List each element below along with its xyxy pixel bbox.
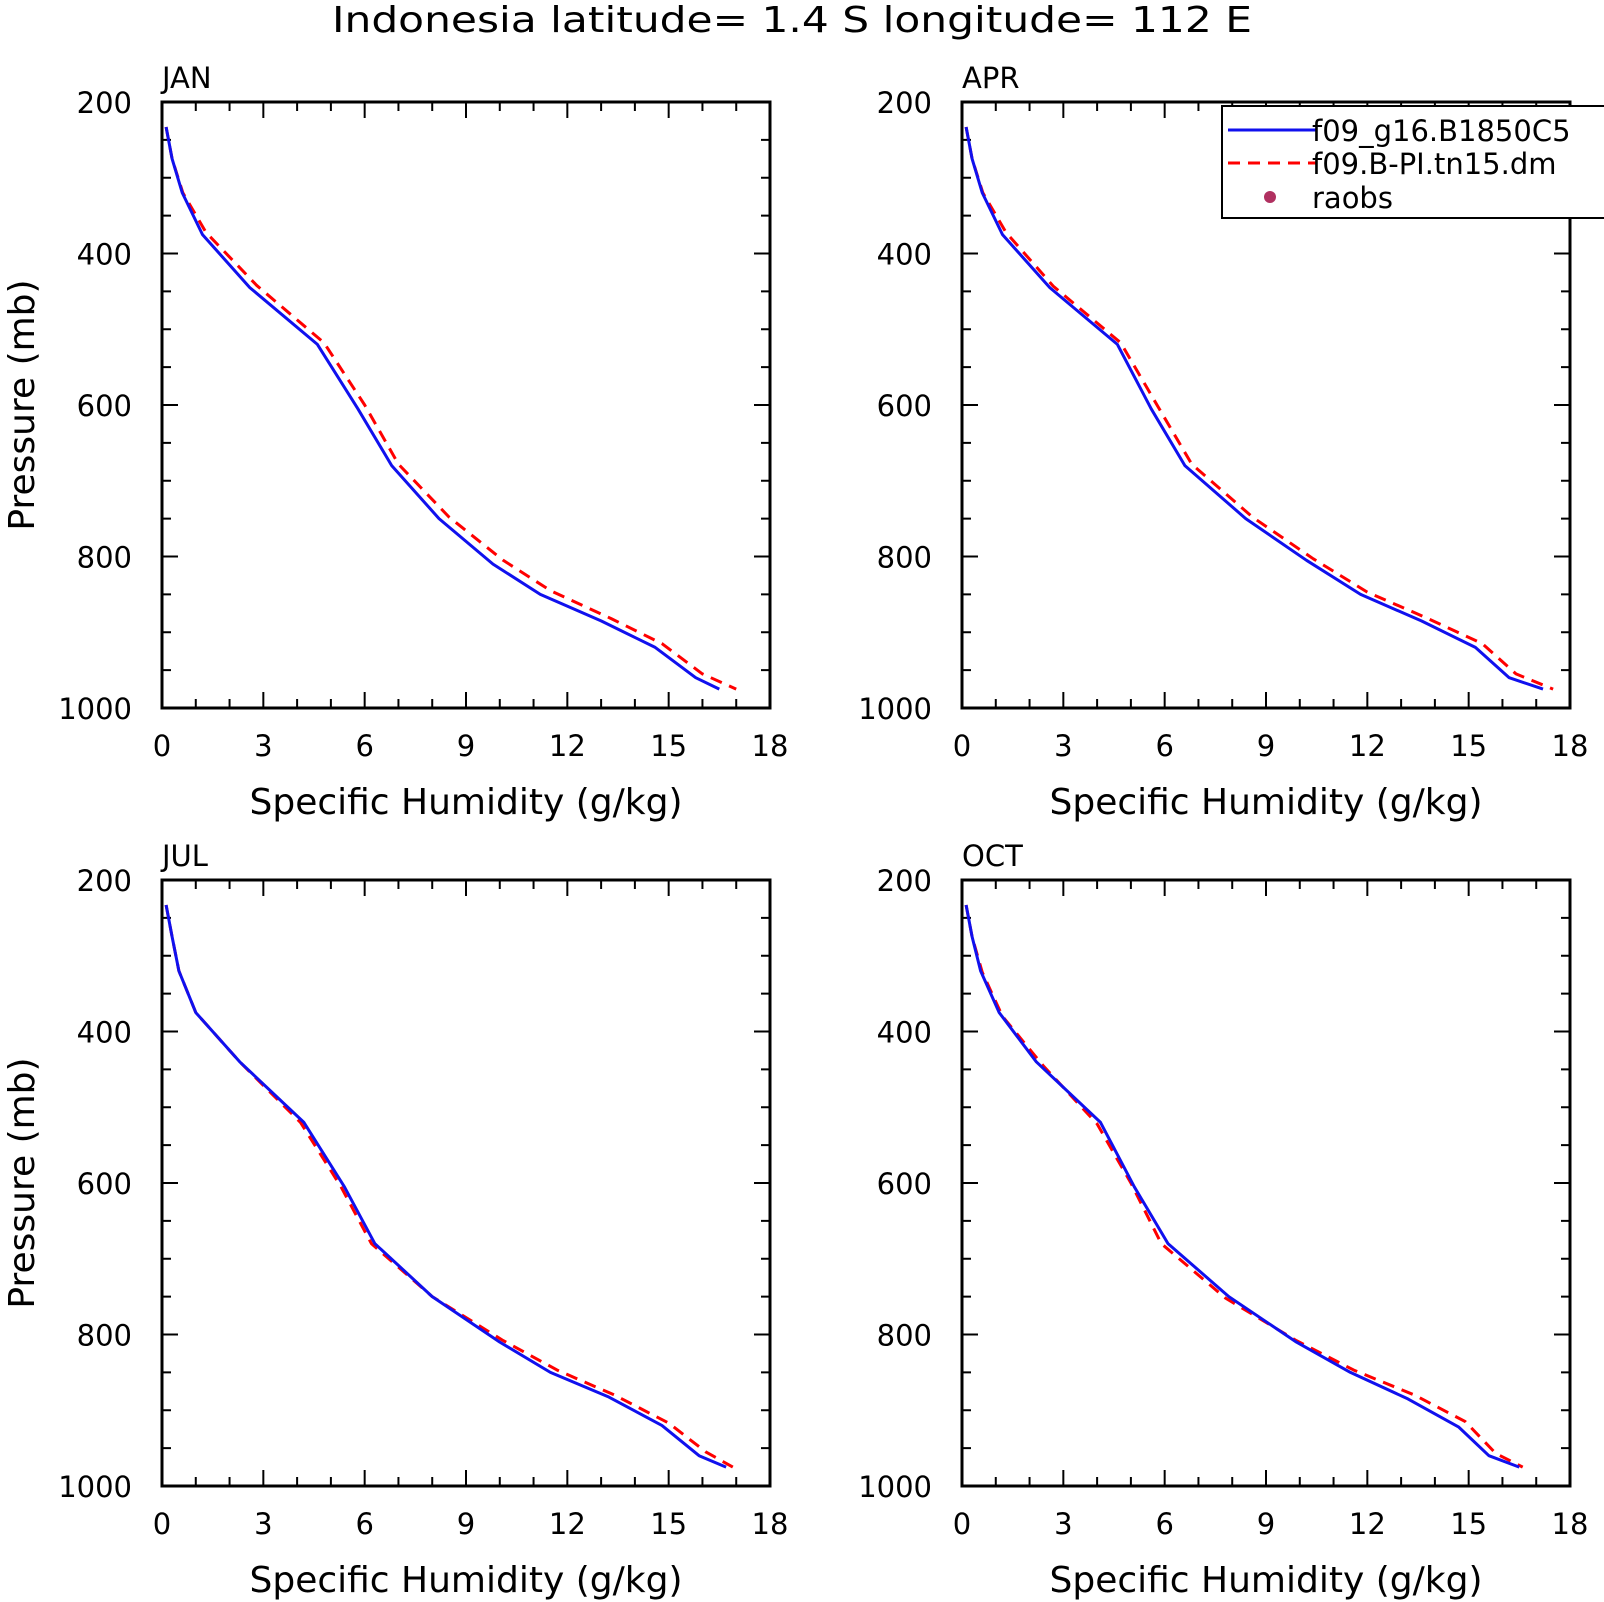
- y-tick-label: 800: [77, 541, 132, 575]
- plot-frame: [960, 878, 1572, 1488]
- plot-frame: [160, 878, 772, 1488]
- y-tick-label: 1000: [858, 692, 932, 726]
- x-tick-label: 6: [1155, 729, 1173, 763]
- panel-jul: 0 3 6 9 12 15 18 200 400 600 800 1000 JUL Specific Hu…: [2, 839, 788, 1601]
- x-tick-label: 18: [1552, 729, 1589, 763]
- x-tick-label: 0: [953, 729, 971, 763]
- series-line-f09-g16-b1850c5: [164, 126, 720, 691]
- panel-apr: 0 3 6 9 12 15 18 200 400 600 800 1000 APR Specific Hu…: [858, 61, 1588, 823]
- x-axis-label: Specific Humidity (g/kg): [1049, 1560, 1482, 1601]
- x-tick-label: 18: [752, 1507, 789, 1541]
- x-tick-label: 3: [254, 729, 272, 763]
- series-group: [964, 904, 1524, 1469]
- y-tick-label: 200: [77, 86, 132, 120]
- series-line-f09-b-pi-tn15-dm: [964, 904, 1524, 1469]
- y-tick-label: 600: [877, 1167, 932, 1201]
- y-tick-label: 400: [77, 1016, 132, 1050]
- x-tick-label: 12: [1349, 729, 1386, 763]
- x-tick-label: 15: [1450, 1507, 1487, 1541]
- legend-label: f09.B-PI.tn15.dm: [1312, 147, 1556, 181]
- x-tick-label: 12: [549, 729, 586, 763]
- x-tick-label: 6: [1155, 1507, 1173, 1541]
- x-tick-label: 3: [1054, 729, 1072, 763]
- series-line-f09-g16-b1850c5: [964, 904, 1520, 1469]
- panel-label: OCT: [962, 839, 1023, 873]
- series-group: [964, 126, 1554, 691]
- y-tick-label: 800: [77, 1319, 132, 1353]
- x-tick-label: 15: [650, 729, 687, 763]
- x-tick-label: 18: [1552, 1507, 1589, 1541]
- x-tick-label: 0: [153, 729, 171, 763]
- series-line-f09-b-pi-tn15-dm: [164, 126, 737, 691]
- panel-label: JUL: [160, 839, 208, 873]
- y-tick-label: 800: [877, 1319, 932, 1353]
- x-tick-label: 3: [1054, 1507, 1072, 1541]
- legend-label: raobs: [1312, 181, 1393, 215]
- x-tick-label: 0: [153, 1507, 171, 1541]
- series-line-f09-g16-b1850c5: [964, 126, 1544, 691]
- y-tick-label: 600: [77, 389, 132, 423]
- x-axis-label: Specific Humidity (g/kg): [249, 1560, 682, 1601]
- x-axis-label: Specific Humidity (g/kg): [249, 782, 682, 823]
- panel-label: APR: [962, 61, 1019, 95]
- series-group: [164, 904, 734, 1469]
- y-tick-label: 600: [77, 1167, 132, 1201]
- plot-frame: [160, 100, 772, 710]
- legend-box: [1221, 105, 1604, 219]
- panel-jan: 0 3 6 9 12 15 18 200 400 600 800 1000 JAN Specific Hu…: [2, 61, 788, 823]
- x-tick-label: 9: [1257, 729, 1275, 763]
- y-tick-label: 1000: [58, 1470, 132, 1504]
- x-tick-label: 3: [254, 1507, 272, 1541]
- y-tick-label: 800: [877, 541, 932, 575]
- series-line-f09-g16-b1850c5: [164, 904, 727, 1469]
- x-tick-label: 15: [1450, 729, 1487, 763]
- y-tick-label: 400: [877, 1016, 932, 1050]
- y-axis-label: Pressure (mb): [2, 279, 43, 530]
- x-tick-label: 12: [549, 1507, 586, 1541]
- x-axis-label: Specific Humidity (g/kg): [1049, 782, 1482, 823]
- x-tick-label: 0: [953, 1507, 971, 1541]
- panel-label: JAN: [160, 61, 212, 95]
- y-tick-label: 200: [877, 864, 932, 898]
- y-tick-label: 1000: [858, 1470, 932, 1504]
- y-tick-label: 400: [77, 238, 132, 272]
- x-tick-label: 9: [457, 729, 475, 763]
- x-tick-label: 9: [1257, 1507, 1275, 1541]
- x-tick-label: 15: [650, 1507, 687, 1541]
- series-line-f09-b-pi-tn15-dm: [164, 904, 734, 1469]
- x-tick-label: 18: [752, 729, 789, 763]
- series-line-f09-b-pi-tn15-dm: [964, 126, 1554, 691]
- legend-label: f09_g16.B1850C5: [1312, 114, 1571, 148]
- series-group: [164, 126, 737, 691]
- y-tick-label: 200: [77, 864, 132, 898]
- panel-oct: 0 3 6 9 12 15 18 200 400 600 800 1000 OCT Specific Hu…: [858, 839, 1588, 1601]
- figure-title: Indonesia latitude= 1.4 S longitude= 112…: [332, 0, 1252, 41]
- x-tick-label: 12: [1349, 1507, 1386, 1541]
- y-tick-label: 400: [877, 238, 932, 272]
- y-tick-label: 1000: [58, 692, 132, 726]
- x-tick-label: 6: [355, 1507, 373, 1541]
- x-tick-label: 6: [355, 729, 373, 763]
- x-tick-label: 9: [457, 1507, 475, 1541]
- legend-swatch-dot: [1264, 191, 1276, 203]
- y-axis-label: Pressure (mb): [2, 1057, 43, 1308]
- y-tick-label: 200: [877, 86, 932, 120]
- y-tick-label: 600: [877, 389, 932, 423]
